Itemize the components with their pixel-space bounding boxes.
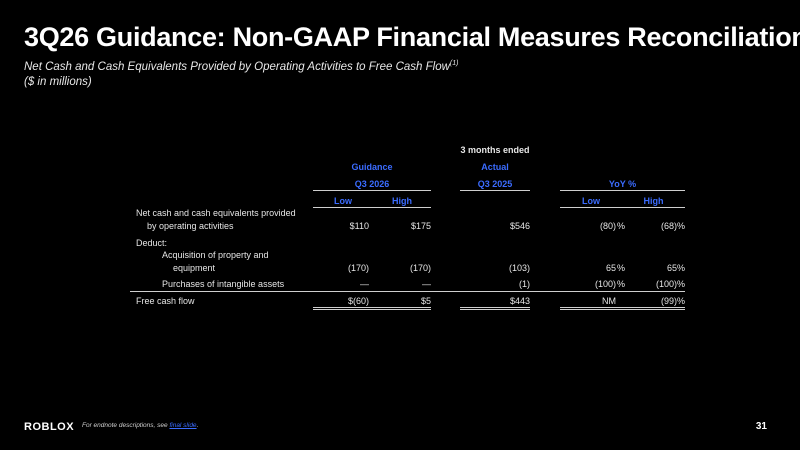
footer-note-suffix: . bbox=[196, 422, 199, 429]
guidance-subheader-underline bbox=[313, 207, 431, 208]
yoy-low-label: Low bbox=[582, 196, 600, 206]
acquisition-guidance-low: (170) bbox=[347, 263, 369, 273]
row-free-cash-flow-label: Free cash flow bbox=[136, 296, 195, 306]
net-cash-yoy-high-pct: % bbox=[677, 221, 686, 231]
acquisition-actual: (103) bbox=[508, 263, 530, 273]
acquisition-yoy-high-pct: % bbox=[677, 263, 686, 273]
intangible-yoy-high: (100) bbox=[655, 279, 677, 289]
row-net-cash-label-cont: by operating activities bbox=[147, 221, 234, 231]
acquisition-yoy-low-pct: % bbox=[617, 263, 626, 273]
actual-period: Q3 2025 bbox=[477, 179, 513, 189]
yoy-subheader-underline bbox=[560, 207, 685, 208]
guidance-low-label: Low bbox=[334, 196, 352, 206]
net-cash-yoy-high: (68) bbox=[660, 221, 677, 231]
net-cash-actual: $546 bbox=[509, 221, 530, 231]
acquisition-yoy-low: 65 bbox=[605, 263, 616, 273]
fcf-yoy-high: (99) bbox=[660, 296, 677, 306]
footer-note: For endnote descriptions, see final slid… bbox=[82, 422, 198, 429]
subtitle-units: ($ in millions) bbox=[24, 76, 92, 88]
page-title: 3Q26 Guidance: Non-GAAP Financial Measur… bbox=[24, 22, 800, 52]
fcf-guidance-high: $5 bbox=[420, 296, 431, 306]
footer-note-prefix: For endnote descriptions, see bbox=[82, 422, 170, 429]
period-header: 3 months ended bbox=[460, 145, 530, 155]
intangible-yoy-high-pct: % bbox=[677, 279, 686, 289]
intangible-actual: (1) bbox=[519, 279, 530, 289]
actual-underline bbox=[460, 190, 530, 191]
acquisition-yoy-high: 65 bbox=[666, 263, 677, 273]
intangible-guidance-high: — bbox=[422, 279, 431, 289]
row-acquisition-label: Acquisition of property and bbox=[162, 250, 269, 260]
roblox-logo: RΟBLOX bbox=[24, 421, 75, 433]
yoy-label: YoY % bbox=[608, 179, 637, 189]
net-cash-yoy-low-pct: % bbox=[617, 221, 626, 231]
acquisition-guidance-high: (170) bbox=[409, 263, 431, 273]
page-subtitle: Net Cash and Cash Equivalents Provided b… bbox=[24, 60, 458, 90]
actual-label: Actual bbox=[481, 162, 509, 172]
intangible-yoy-low-pct: % bbox=[617, 279, 626, 289]
actual-total-double-rule bbox=[460, 307, 530, 310]
row-intangible-label: Purchases of intangible assets bbox=[162, 279, 285, 289]
intangible-guidance-low: — bbox=[360, 279, 369, 289]
page-number: 31 bbox=[755, 421, 767, 432]
net-cash-yoy-low: (80) bbox=[599, 221, 616, 231]
subtitle-footnote-ref: (1) bbox=[449, 60, 459, 68]
fcf-guidance-low: $(60) bbox=[347, 296, 369, 306]
subtitle-main: Net Cash and Cash Equivalents Provided b… bbox=[24, 61, 450, 73]
subtotal-rule bbox=[130, 291, 685, 292]
row-net-cash-label: Net cash and cash equivalents provided bbox=[136, 208, 296, 218]
net-cash-guidance-low: $110 bbox=[349, 221, 369, 231]
row-acquisition-label-cont: equipment bbox=[173, 263, 216, 273]
intangible-yoy-low: (100) bbox=[594, 279, 616, 289]
fcf-actual: $443 bbox=[509, 296, 530, 306]
net-cash-guidance-high: $175 bbox=[410, 221, 431, 231]
row-deduct-label: Deduct: bbox=[136, 238, 168, 248]
guidance-label: Guidance bbox=[351, 162, 393, 172]
fcf-yoy-high-pct: % bbox=[677, 296, 686, 306]
yoy-total-double-rule bbox=[560, 307, 685, 310]
guidance-total-double-rule bbox=[313, 307, 431, 310]
yoy-high-label: High bbox=[643, 196, 664, 206]
guidance-period: Q3 2026 bbox=[354, 179, 390, 189]
fcf-yoy-low: NM bbox=[602, 296, 616, 306]
guidance-underline bbox=[313, 190, 431, 191]
final-slide-link[interactable]: final slide bbox=[169, 422, 197, 429]
guidance-high-label: High bbox=[392, 196, 412, 206]
yoy-underline bbox=[560, 190, 685, 191]
